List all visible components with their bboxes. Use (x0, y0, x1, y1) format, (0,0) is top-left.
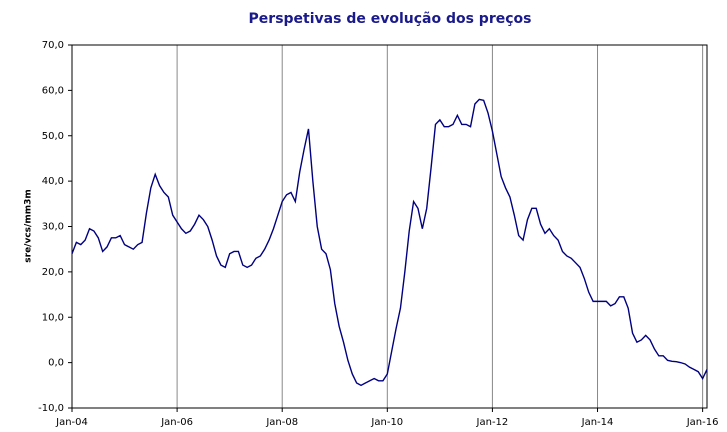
y-tick-label: 50,0 (42, 131, 64, 142)
x-tick-label: Jan-14 (581, 417, 614, 428)
x-tick-label: Jan-06 (160, 417, 193, 428)
x-tick-label: Jan-10 (370, 417, 403, 428)
y-tick-label: 0,0 (48, 358, 64, 369)
plot-frame (71, 44, 708, 409)
y-tick-label: 70,0 (42, 40, 64, 51)
y-axis-label: sre/vcs/mm3m (24, 189, 34, 262)
y-tick-label: 20,0 (42, 267, 64, 278)
data-line (71, 98, 708, 387)
y-tick-label: 10,0 (42, 312, 64, 323)
x-tick-label: Jan-08 (265, 417, 298, 428)
y-tick-label: 60,0 (42, 85, 64, 96)
y-tick-label: 40,0 (42, 176, 64, 187)
x-tick-label: Jan-12 (476, 417, 509, 428)
x-tick-label: Jan-04 (55, 417, 88, 428)
x-tick-label: Jan-16 (686, 417, 719, 428)
chart-title: Perspetivas de evolução dos preços (249, 11, 532, 27)
y-tick-label: 30,0 (42, 222, 64, 233)
y-tick-label: -10,0 (38, 403, 64, 414)
